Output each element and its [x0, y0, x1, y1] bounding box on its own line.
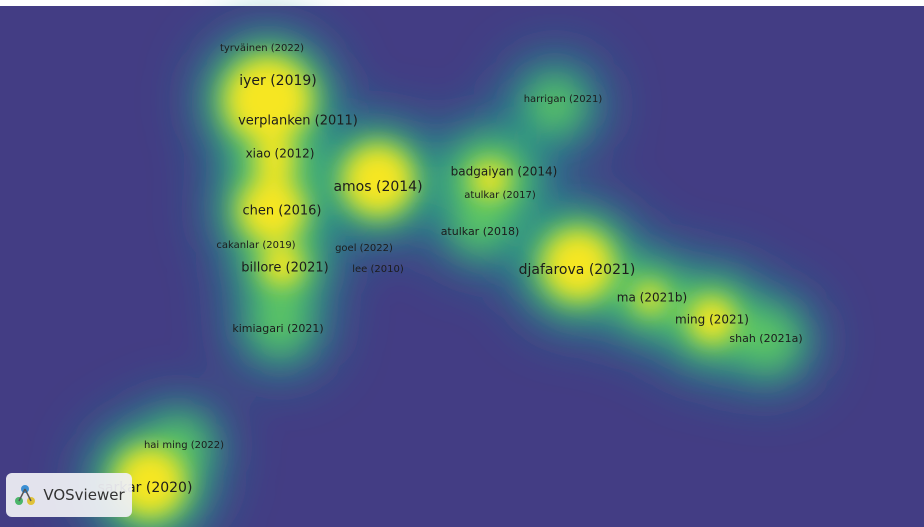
node-label: ming (2021) — [675, 313, 749, 327]
node-label: xiao (2012) — [246, 147, 315, 161]
node-label: djafarova (2021) — [519, 262, 636, 278]
node-label: hai ming (2022) — [144, 440, 224, 451]
density-peak — [636, 284, 664, 312]
density-peak — [255, 140, 295, 180]
density-peak — [226, 58, 310, 142]
density-core — [250, 295, 310, 355]
logo-text: VOSviewer — [43, 486, 125, 504]
node-label: atulkar (2018) — [441, 225, 520, 238]
density-peak — [544, 231, 612, 299]
node-label: goel (2022) — [335, 243, 393, 254]
node-label: iyer (2019) — [239, 73, 317, 89]
top-strip — [0, 0, 924, 6]
node-label: badgaiyan (2014) — [451, 165, 558, 179]
logo-badge[interactable]: VOSviewer — [6, 473, 132, 517]
node-label: chen (2016) — [243, 204, 322, 219]
node-label: billore (2021) — [241, 261, 328, 276]
density-peak — [262, 245, 302, 285]
density-core — [736, 308, 800, 372]
density-peak — [690, 298, 734, 342]
node-label: atulkar (2017) — [464, 190, 536, 201]
node-label: amos (2014) — [333, 179, 422, 195]
node-label: ma (2021b) — [617, 291, 687, 305]
node-label: lee (2010) — [352, 264, 404, 275]
node-label: cakanlar (2019) — [216, 240, 295, 251]
density-layer — [116, 58, 734, 516]
density-peak — [344, 146, 412, 214]
node-label: shah (2021a) — [729, 332, 802, 345]
node-label: verplanken (2011) — [238, 114, 358, 129]
density-peak — [240, 178, 304, 242]
density-core — [527, 77, 583, 133]
logo-icon — [15, 485, 36, 505]
density-core — [452, 197, 508, 253]
density-peak — [116, 448, 184, 516]
node-label: harrigan (2021) — [524, 94, 603, 105]
node-label: kimiagari (2021) — [232, 322, 323, 335]
density-peak — [472, 162, 508, 198]
node-label: tyrväinen (2022) — [220, 43, 304, 54]
